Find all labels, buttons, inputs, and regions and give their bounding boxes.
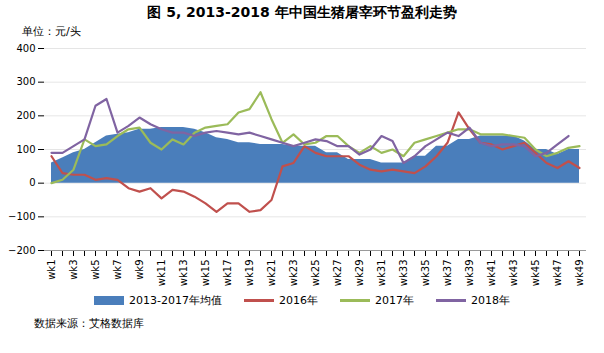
- svg-text:400: 400: [16, 43, 35, 54]
- svg-text:wk39: wk39: [464, 260, 475, 287]
- svg-text:wk15: wk15: [200, 260, 211, 287]
- svg-text:wk11: wk11: [156, 260, 167, 287]
- svg-text:0: 0: [29, 177, 35, 188]
- svg-text:−200: −200: [8, 245, 35, 256]
- svg-text:wk17: wk17: [222, 260, 233, 287]
- svg-text:wk21: wk21: [266, 260, 277, 287]
- svg-text:wk29: wk29: [354, 260, 365, 287]
- html-text:2013-2017年均值: 2013-2017年均值: [129, 293, 222, 307]
- svg-text:wk9: wk9: [134, 260, 145, 280]
- html-text:单位：元/头: 单位：元/头: [22, 25, 81, 38]
- svg-text:wk49: wk49: [574, 260, 585, 287]
- svg-text:wk31: wk31: [376, 260, 387, 287]
- svg-text:wk35: wk35: [420, 260, 431, 287]
- svg-text:wk33: wk33: [398, 260, 409, 287]
- svg-text:wk5: wk5: [90, 260, 101, 280]
- svg-text:wk3: wk3: [68, 260, 79, 280]
- svg-text:wk45: wk45: [530, 260, 541, 287]
- svg-text:300: 300: [16, 76, 35, 87]
- svg-text:200: 200: [16, 110, 35, 121]
- svg-text:−100: −100: [8, 211, 35, 222]
- svg-text:wk13: wk13: [178, 260, 189, 287]
- svg-text:wk23: wk23: [288, 260, 299, 287]
- svg-text:wk41: wk41: [486, 260, 497, 287]
- svg-text:wk1: wk1: [46, 260, 57, 280]
- svg-text:100: 100: [16, 144, 35, 155]
- html-text:2018年: 2018年: [471, 293, 510, 307]
- svg-text:wk25: wk25: [310, 260, 321, 287]
- svg-text:wk27: wk27: [332, 260, 343, 287]
- html-text:图 5, 2013-2018 年中国生猪屠宰环节盈利走势: 图 5, 2013-2018 年中国生猪屠宰环节盈利走势: [147, 4, 457, 20]
- svg-text:wk43: wk43: [508, 260, 519, 287]
- svg-text:wk19: wk19: [244, 260, 255, 287]
- svg-text:wk37: wk37: [442, 260, 453, 287]
- svg-text:wk47: wk47: [552, 260, 563, 287]
- html-text:2016年: 2016年: [279, 293, 318, 307]
- html-text:2017年: 2017年: [375, 293, 414, 307]
- html-text:数据来源：艾格数据库: 数据来源：艾格数据库: [34, 317, 144, 330]
- svg-text:wk7: wk7: [112, 260, 123, 280]
